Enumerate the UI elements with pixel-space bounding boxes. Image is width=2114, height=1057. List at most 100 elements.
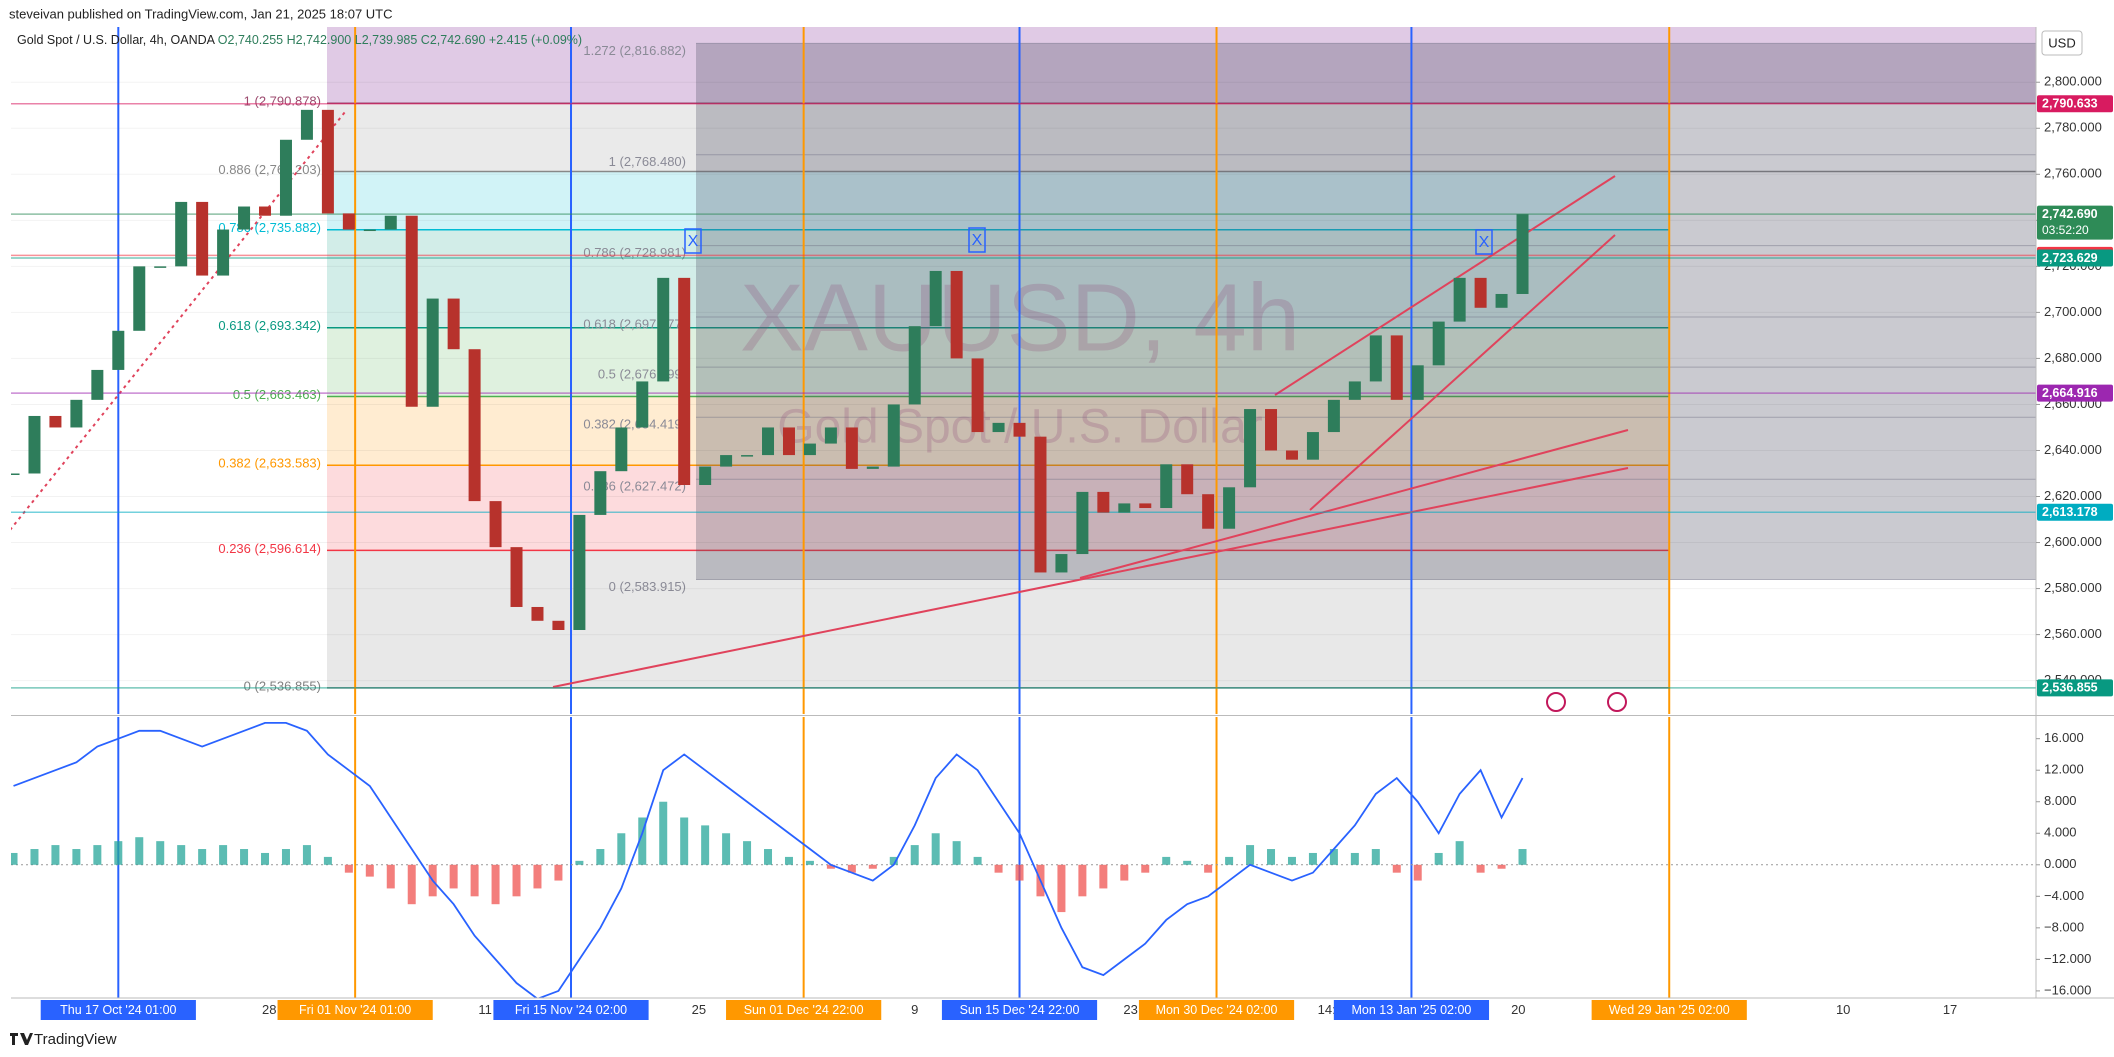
y2-tick-label: −4.000 — [2044, 888, 2084, 903]
x-tick-label: Sun 15 Dec '24 22:00 — [960, 1003, 1080, 1017]
histogram-bar — [1476, 864, 1485, 873]
candle — [154, 266, 167, 268]
fib-label: 0.236 (2,596.614) — [218, 541, 321, 556]
histogram-bar — [784, 856, 793, 865]
histogram-bar — [1246, 845, 1255, 865]
histogram-bar — [177, 845, 186, 865]
fib-label: 0.5 (2,663.463) — [233, 387, 321, 402]
date-highlight — [277, 1000, 433, 1020]
candle — [636, 381, 649, 428]
price-tag — [2037, 249, 2113, 267]
axes: USD 2,540.0002,560.0002,580.0002,600.000… — [11, 27, 2114, 1020]
fib-band — [327, 550, 1670, 688]
fib-right-label: 1.272 (2,816.882) — [583, 43, 686, 58]
candle — [803, 443, 816, 456]
candle — [594, 471, 607, 515]
histogram-bar — [973, 856, 982, 865]
fib-band — [327, 171, 1670, 230]
histogram-bar — [449, 864, 458, 889]
histogram-bar — [1371, 849, 1380, 865]
candle — [1160, 464, 1173, 509]
date-highlight — [726, 1000, 882, 1020]
trend-line — [1309, 234, 1616, 511]
footer-logo: TradingView — [10, 1031, 117, 1048]
candle — [342, 213, 355, 230]
histogram-bar — [889, 856, 898, 865]
candle — [950, 270, 963, 359]
x-tick-label: 28 — [262, 1002, 276, 1017]
date-highlight — [1591, 1000, 1747, 1020]
histogram-bar — [659, 801, 668, 865]
histogram-bar — [114, 841, 123, 865]
y2-tick-label: −8.000 — [2044, 919, 2084, 934]
histogram-bar — [868, 864, 877, 869]
candle — [1076, 491, 1089, 555]
x-tick-label: Thu 17 Oct '24 01:00 — [60, 1003, 176, 1017]
candle — [1390, 335, 1403, 400]
trend-line — [552, 467, 1629, 688]
candle — [279, 139, 292, 216]
y2-tick-label: 8.000 — [2044, 793, 2077, 808]
histogram-bar — [1057, 864, 1066, 913]
currency: USD — [2048, 35, 2075, 50]
histogram-bar — [826, 864, 835, 869]
candle — [552, 620, 565, 630]
histogram-bar — [11, 852, 18, 865]
histogram-bar — [156, 841, 165, 865]
x-tick-label: Fri 01 Nov '24 01:00 — [299, 1003, 411, 1017]
candle — [300, 109, 313, 140]
x-tick-label: Mon 13 Jan '25 02:00 — [1352, 1003, 1472, 1017]
histogram-bar — [638, 817, 647, 865]
price-tag — [2037, 384, 2113, 402]
candle — [363, 229, 376, 232]
candle — [1265, 409, 1278, 451]
fib-label: 1 (2,790.878) — [244, 94, 321, 109]
candle — [573, 514, 586, 630]
candle — [112, 330, 125, 370]
fib-label: 0 (2,536.855) — [244, 678, 321, 693]
y-tick-label: 2,560.000 — [2044, 626, 2102, 641]
candle — [1369, 335, 1382, 382]
candle — [1181, 464, 1194, 495]
candle — [1013, 422, 1026, 437]
histogram-bar — [1078, 864, 1087, 897]
fib-band — [327, 103, 1670, 172]
histogram-bar — [1225, 856, 1234, 865]
currency-box[interactable] — [2041, 30, 2083, 56]
fib-right-label: 0.618 (2,697.977) — [583, 316, 686, 331]
histogram-bar — [1455, 841, 1464, 865]
macd-panel — [11, 717, 2036, 998]
fib-right-label: 0.382 (2,654.419) — [583, 417, 686, 432]
candle — [1034, 436, 1047, 573]
change-value: +2.415 (+0.09%) — [489, 33, 582, 47]
histogram-bar — [491, 864, 500, 905]
candle — [866, 466, 879, 469]
ohlc-value: O2,740.255 — [218, 33, 283, 47]
histogram-bar — [1141, 864, 1150, 873]
brand: TradingView — [34, 1031, 117, 1048]
fib-right-label: 0.5 (2,676.199) — [598, 367, 686, 382]
marker: X — [688, 233, 699, 250]
fib-band — [327, 229, 1670, 328]
price-tag-label: 2,613.178 — [2042, 505, 2098, 519]
histogram-bar — [722, 833, 731, 865]
candle — [887, 404, 900, 467]
histogram-bar — [365, 864, 374, 877]
candle — [49, 415, 62, 428]
candle — [175, 201, 188, 267]
candle — [217, 229, 230, 276]
ohlc-value: C2,742.690 — [421, 33, 486, 47]
ohlc-value: L2,739.985 — [355, 33, 418, 47]
x-tick-label: Wed 29 Jan '25 02:00 — [1609, 1003, 1730, 1017]
y-tick-label: 2,700.000 — [2044, 304, 2102, 319]
marker: X — [1479, 234, 1490, 251]
histogram-bar — [701, 825, 710, 865]
candle — [1244, 409, 1257, 488]
y-tick-label: 2,600.000 — [2044, 534, 2102, 549]
trend-line — [11, 111, 346, 531]
price-tag — [2037, 503, 2113, 521]
candle — [699, 466, 712, 485]
y-tick-label: 2,580.000 — [2044, 580, 2102, 595]
